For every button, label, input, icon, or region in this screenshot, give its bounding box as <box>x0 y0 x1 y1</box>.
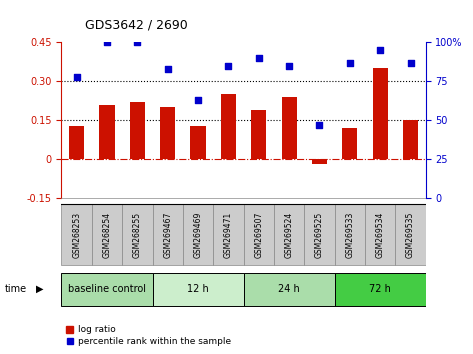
Point <box>164 66 172 72</box>
Text: GSM269507: GSM269507 <box>254 211 263 258</box>
Bar <box>244 204 274 265</box>
Text: ▶: ▶ <box>35 284 43 293</box>
Bar <box>334 273 426 306</box>
Bar <box>160 107 175 159</box>
Point <box>346 60 354 65</box>
Bar <box>183 204 213 265</box>
Bar <box>92 204 122 265</box>
Bar <box>99 105 114 159</box>
Bar <box>312 159 327 165</box>
Text: GSM269525: GSM269525 <box>315 211 324 258</box>
Bar <box>213 204 244 265</box>
Point <box>133 40 141 45</box>
Point <box>73 74 80 80</box>
Text: GSM269471: GSM269471 <box>224 211 233 258</box>
Bar <box>304 204 334 265</box>
Bar <box>69 126 84 159</box>
Bar <box>403 120 418 159</box>
Text: GDS3642 / 2690: GDS3642 / 2690 <box>85 19 188 32</box>
Text: GSM269467: GSM269467 <box>163 211 172 258</box>
Point <box>194 97 202 103</box>
Bar <box>122 204 152 265</box>
Point <box>103 40 111 45</box>
Bar <box>152 273 244 306</box>
Bar <box>244 273 334 306</box>
Text: GSM269533: GSM269533 <box>345 211 354 258</box>
Text: baseline control: baseline control <box>68 284 146 294</box>
Bar <box>130 102 145 159</box>
Text: GSM268255: GSM268255 <box>133 211 142 258</box>
Bar <box>334 204 365 265</box>
Text: GSM268254: GSM268254 <box>103 211 112 258</box>
Bar <box>191 126 206 159</box>
Bar <box>274 204 304 265</box>
Bar <box>61 273 152 306</box>
Bar <box>221 95 236 159</box>
Text: GSM269535: GSM269535 <box>406 211 415 258</box>
Text: GSM269469: GSM269469 <box>193 211 202 258</box>
Text: GSM268253: GSM268253 <box>72 211 81 258</box>
Legend: log ratio, percentile rank within the sample: log ratio, percentile rank within the sa… <box>66 325 231 346</box>
Point <box>285 63 293 69</box>
Point <box>377 47 384 53</box>
Text: 24 h: 24 h <box>278 284 300 294</box>
Bar <box>365 204 395 265</box>
Bar <box>342 128 358 159</box>
Text: time: time <box>5 284 27 293</box>
Point <box>255 55 263 61</box>
Bar <box>281 97 297 159</box>
Text: GSM269524: GSM269524 <box>285 211 294 258</box>
Text: GSM269534: GSM269534 <box>376 211 385 258</box>
Text: 12 h: 12 h <box>187 284 209 294</box>
Text: 72 h: 72 h <box>369 284 391 294</box>
Point <box>315 122 323 128</box>
Bar <box>61 204 92 265</box>
Bar <box>152 204 183 265</box>
Bar <box>373 68 388 159</box>
Bar <box>395 204 426 265</box>
Bar <box>251 110 266 159</box>
Point <box>407 60 414 65</box>
Point <box>225 63 232 69</box>
